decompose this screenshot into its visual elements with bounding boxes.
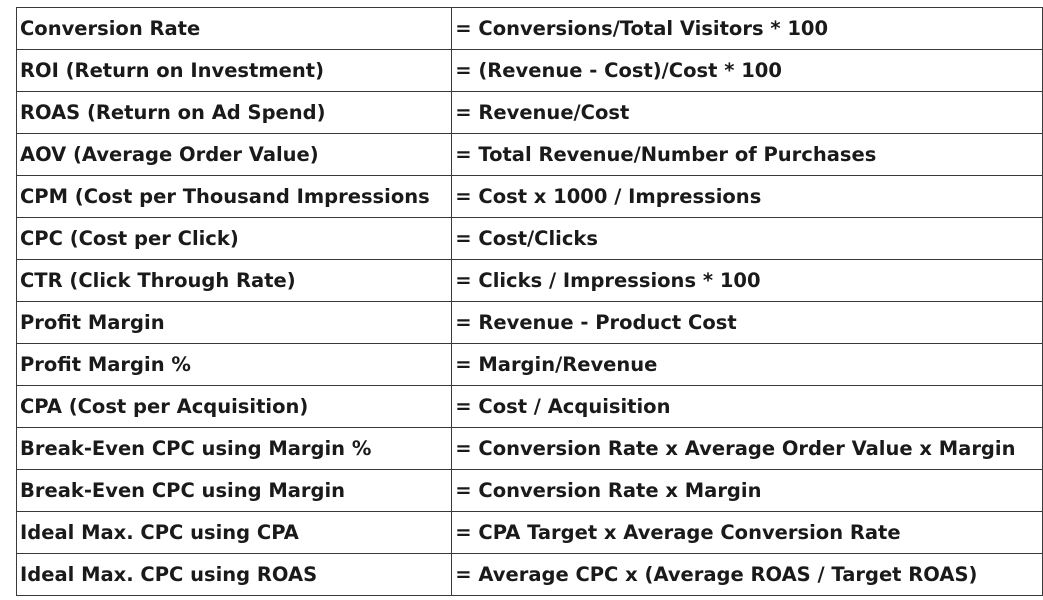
metric-formula-cell: = Cost x 1000 / Impressions: [451, 175, 1043, 218]
metric-formula-cell: = Conversion Rate x Margin: [451, 469, 1043, 512]
metric-formula-cell: = Clicks / Impressions * 100: [451, 259, 1043, 302]
table-row: Break-Even CPC using Margin % = Conversi…: [15, 427, 1043, 470]
metric-name-cell: ROAS (Return on Ad Spend): [15, 91, 453, 134]
metric-formula-cell: = Average CPC x (Average ROAS / Target R…: [451, 553, 1043, 596]
metric-name-cell: CPM (Cost per Thousand Impressions: [15, 175, 453, 218]
metric-name-cell: Profit Margin: [15, 301, 453, 344]
metric-name-cell: ROI (Return on Investment): [15, 49, 453, 92]
table-row: Break-Even CPC using Margin = Conversion…: [15, 469, 1043, 512]
table-row: CPA (Cost per Acquisition) = Cost / Acqu…: [15, 385, 1043, 428]
metric-formula-cell: = CPA Target x Average Conversion Rate: [451, 511, 1043, 554]
metric-name-cell: CPC (Cost per Click): [15, 217, 453, 260]
metric-formula-cell: = Cost / Acquisition: [451, 385, 1043, 428]
table-row: ROAS (Return on Ad Spend) = Revenue/Cost: [15, 91, 1043, 134]
metric-formula-cell: = Margin/Revenue: [451, 343, 1043, 386]
metric-formula-cell: = Cost/Clicks: [451, 217, 1043, 260]
table-row: CPM (Cost per Thousand Impressions = Cos…: [15, 175, 1043, 218]
metric-name-cell: CPA (Cost per Acquisition): [15, 385, 453, 428]
metric-name-cell: CTR (Click Through Rate): [15, 259, 453, 302]
metric-formula-cell: = Revenue - Product Cost: [451, 301, 1043, 344]
table-row: Ideal Max. CPC using CPA = CPA Target x …: [15, 511, 1043, 554]
metric-name-cell: Break-Even CPC using Margin %: [15, 427, 453, 470]
table-row: CPC (Cost per Click) = Cost/Clicks: [15, 217, 1043, 260]
table-row: Profit Margin % = Margin/Revenue: [15, 343, 1043, 386]
table-row: Profit Margin = Revenue - Product Cost: [15, 301, 1043, 344]
metric-name-cell: Ideal Max. CPC using CPA: [15, 511, 453, 554]
metric-name-cell: Ideal Max. CPC using ROAS: [15, 553, 453, 596]
metric-name-cell: Profit Margin %: [15, 343, 453, 386]
table-row: CTR (Click Through Rate) = Clicks / Impr…: [15, 259, 1043, 302]
metric-name-cell: Break-Even CPC using Margin: [15, 469, 453, 512]
metric-formula-cell: = (Revenue - Cost)/Cost * 100: [451, 49, 1043, 92]
metric-formula-cell: = Total Revenue/Number of Purchases: [451, 133, 1043, 176]
table-row: Conversion Rate = Conversions/Total Visi…: [15, 7, 1043, 50]
table-row: Ideal Max. CPC using ROAS = Average CPC …: [15, 553, 1043, 596]
metric-formula-cell: = Revenue/Cost: [451, 91, 1043, 134]
metric-name-cell: AOV (Average Order Value): [15, 133, 453, 176]
metric-formula-cell: = Conversion Rate x Average Order Value …: [451, 427, 1043, 470]
metrics-formula-table: Conversion Rate = Conversions/Total Visi…: [15, 7, 1043, 596]
metric-formula-cell: = Conversions/Total Visitors * 100: [451, 7, 1043, 50]
metric-name-cell: Conversion Rate: [15, 7, 453, 50]
table-row: AOV (Average Order Value) = Total Revenu…: [15, 133, 1043, 176]
table-row: ROI (Return on Investment) = (Revenue - …: [15, 49, 1043, 92]
